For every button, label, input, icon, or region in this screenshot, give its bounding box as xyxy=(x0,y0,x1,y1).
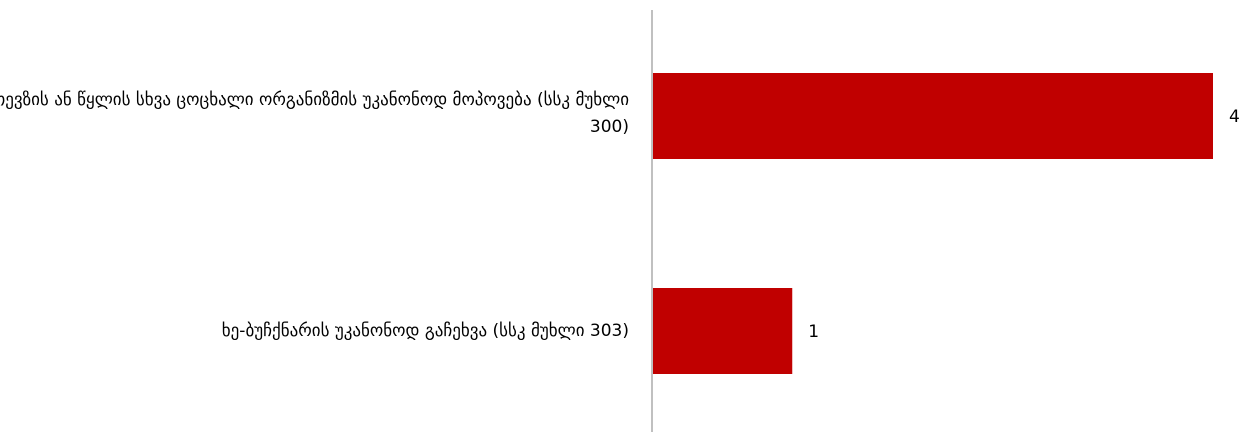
data-label-1: 4 xyxy=(1229,107,1240,127)
bar-2 xyxy=(653,288,793,374)
category-label-2: ხე-ბუჩქნარის უკანონოდ გაჩეხვა (სსკ მუხლი… xyxy=(221,321,629,341)
data-label-2: 1 xyxy=(808,322,819,342)
bar-1 xyxy=(653,73,1213,159)
category-label-1: თევზის ან წყლის სხვა ცოცხალი ორგანიზმის … xyxy=(0,90,629,137)
